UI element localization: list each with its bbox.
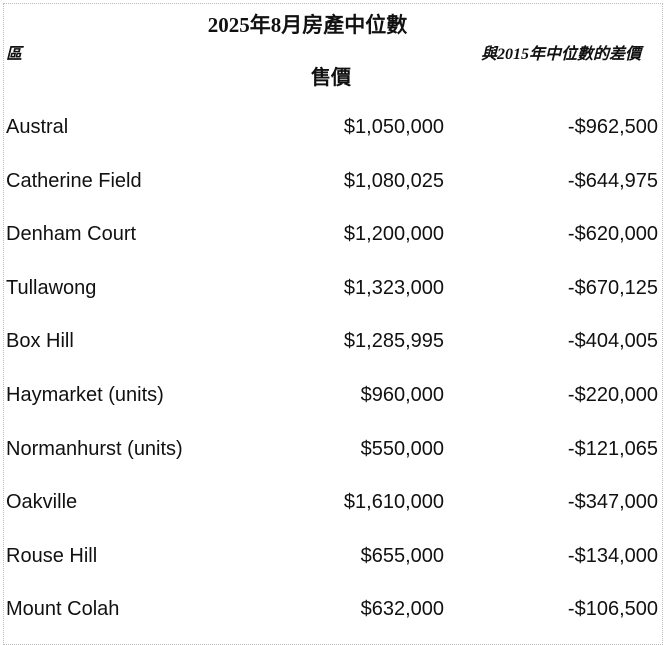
area-cell: Tullawong bbox=[6, 276, 97, 299]
table-row: Rouse Hill $655,000 -$134,000 bbox=[0, 545, 665, 575]
diff-cell: -$404,005 bbox=[567, 330, 658, 353]
table-row: Mount Colah $632,000 -$106,500 bbox=[0, 598, 665, 628]
table-row: Haymarket (units) $960,000 -$220,000 bbox=[0, 384, 665, 414]
table-row: Austral $1,050,000 -$962,500 bbox=[0, 116, 665, 146]
table-row: Box Hill $1,285,995 -$404,005 bbox=[0, 330, 665, 360]
price-cell: $1,080,025 bbox=[343, 169, 444, 192]
price-cell: $1,285,995 bbox=[343, 330, 444, 353]
table-title: 2025年8月房產中位數 bbox=[207, 13, 408, 37]
area-cell: Oakville bbox=[6, 491, 78, 514]
price-cell: $550,000 bbox=[360, 437, 444, 460]
price-cell: $960,000 bbox=[360, 384, 444, 406]
table-row: Tullawong $1,323,000 -$670,125 bbox=[0, 277, 665, 307]
area-cell: Denham Court bbox=[6, 223, 137, 246]
diff-cell: -$620,000 bbox=[567, 223, 658, 246]
diff-cell: -$644,975 bbox=[567, 169, 658, 192]
area-cell: Haymarket (units) bbox=[6, 384, 164, 406]
header-area: 區 bbox=[6, 46, 23, 63]
price-cell: $1,323,000 bbox=[343, 276, 444, 299]
table-row: Catherine Field $1,080,025 -$644,975 bbox=[0, 170, 665, 200]
table-row: Normanhurst (units) $550,000 -$121,065 bbox=[0, 438, 665, 468]
header-price: 售價 bbox=[311, 67, 351, 89]
area-cell: Catherine Field bbox=[6, 169, 142, 192]
area-cell: Mount Colah bbox=[6, 598, 120, 621]
table-row: Oakville $1,610,000 -$347,000 bbox=[0, 491, 665, 521]
area-cell: Box Hill bbox=[6, 330, 74, 353]
diff-cell: -$670,125 bbox=[567, 276, 658, 299]
diff-cell: -$121,065 bbox=[567, 437, 658, 460]
area-cell: Normanhurst (units) bbox=[6, 437, 183, 460]
table-row: Denham Court $1,200,000 -$620,000 bbox=[0, 223, 665, 253]
diff-cell: -$220,000 bbox=[567, 384, 658, 406]
header-diff: 與2015年中位數的差價 bbox=[480, 46, 641, 63]
area-cell: Rouse Hill bbox=[6, 544, 98, 567]
diff-cell: -$347,000 bbox=[567, 491, 658, 514]
price-cell: $1,200,000 bbox=[343, 223, 444, 246]
price-cell: $1,050,000 bbox=[343, 116, 444, 138]
diff-cell: -$962,500 bbox=[567, 116, 658, 138]
price-cell: $632,000 bbox=[360, 598, 444, 621]
diff-cell: -$106,500 bbox=[567, 598, 658, 621]
area-cell: Austral bbox=[6, 116, 69, 138]
diff-cell: -$134,000 bbox=[567, 544, 658, 567]
price-cell: $655,000 bbox=[360, 544, 444, 567]
price-cell: $1,610,000 bbox=[343, 491, 444, 514]
